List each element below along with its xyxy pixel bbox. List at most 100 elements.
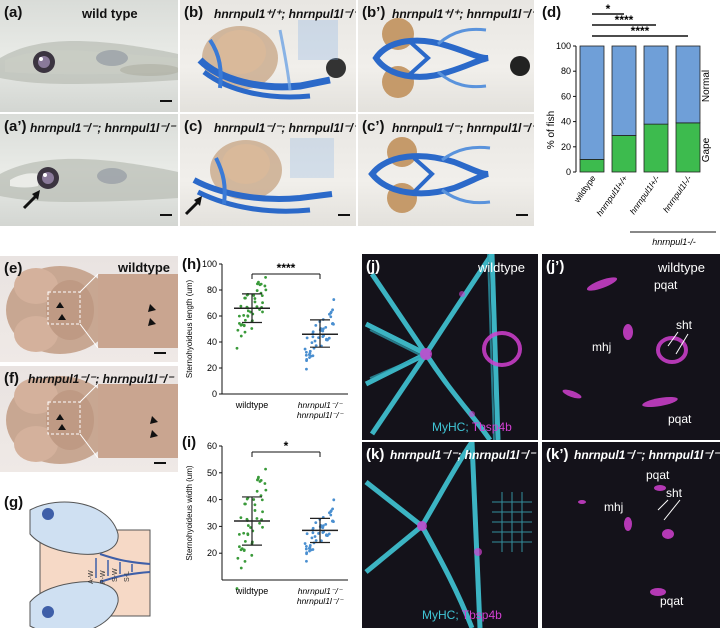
data-point [261, 525, 264, 529]
annotation-pqat-top: pqat [654, 278, 678, 292]
data-point [243, 330, 247, 334]
significance-label: * [606, 2, 611, 16]
data-point [313, 535, 317, 538]
fluorescence-tbsp4b-wildtype-image [562, 277, 689, 408]
data-point [305, 552, 308, 556]
data-point [261, 510, 264, 514]
panel-label: (j’) [546, 258, 565, 275]
panel-j-prime: (j’) wildtype pqat mhj sht pqat [542, 254, 720, 440]
data-point [314, 521, 318, 525]
legend-normal-label: Normal [701, 70, 712, 102]
y-tick-label: 50 [207, 468, 217, 478]
scale-bar [516, 214, 528, 216]
scale-bar [154, 462, 166, 464]
data-point [331, 519, 335, 523]
panel-title: hnrnpul1⁺/⁺; hnrnpul1l⁻/⁻ [214, 7, 356, 21]
bar-gape [643, 123, 669, 173]
x-tick-label: wildtype [571, 173, 598, 205]
panel-i: (i) 20 30 40 50 60 Sternohyoideus width (um) *… [180, 432, 358, 628]
data-point [243, 502, 247, 506]
scale-bar [338, 214, 350, 216]
data-point [305, 359, 308, 363]
data-point [249, 310, 252, 314]
x-tick-label: hnrnpul1l⁻/⁻ [297, 410, 345, 420]
data-point [252, 294, 256, 297]
panel-title: hnrnpul1⁺/⁺; hnrnpul1l⁻/⁻ [392, 7, 534, 21]
panel-e: (e) wildtype [0, 256, 178, 362]
annotation-sht: sht [666, 486, 683, 500]
x-tick-label: hnrnpul1l-/- [661, 173, 694, 214]
data-point [313, 339, 317, 343]
annotation-sht: sht [676, 318, 693, 332]
cartilage-lateral-mutant-image [184, 138, 334, 216]
panel-label: (g) [4, 494, 24, 511]
x-tick-label: wildtype [235, 586, 269, 596]
scale-bar [160, 100, 172, 102]
data-point [246, 524, 250, 527]
data-point [246, 533, 250, 537]
data-point [317, 532, 320, 535]
diagram-label-aw: A-W [88, 570, 95, 584]
panel-title: hnrnpul1⁻/⁻; hnrnpul1l⁻/⁻ [574, 448, 720, 462]
panel-label: (c) [184, 118, 203, 135]
bar-gape [675, 122, 701, 173]
data-point [264, 276, 267, 279]
data-point [327, 336, 331, 340]
data-point [255, 289, 259, 292]
y-axis-label: Sternohyoideus length (um) [185, 280, 194, 379]
data-point [264, 288, 268, 292]
data-point [329, 311, 333, 315]
annotation-mhj: mhj [592, 340, 612, 354]
annotation-pqat-top: pqat [646, 468, 670, 482]
data-point [332, 298, 336, 301]
data-point [304, 547, 308, 551]
data-point [253, 300, 257, 304]
data-point [331, 308, 334, 312]
data-point [303, 542, 307, 545]
panel-label: (h) [182, 256, 202, 273]
data-point [242, 548, 246, 552]
panel-a: (a) wild type [0, 0, 178, 112]
panel-d: (d) * **** **** 0 20 40 60 80 100 wildtype hnrnp… [538, 0, 720, 250]
bar-gape [611, 135, 637, 173]
data-point [242, 314, 246, 317]
data-point [239, 304, 243, 308]
panel-title: hnrnpul1⁻/⁻; hnrnpul1l⁻/⁻ [214, 121, 356, 135]
diagram-label-sl: S-L [124, 571, 131, 582]
x-tick-label: hnrnpul1⁻/⁻ [298, 586, 344, 596]
y-tick-label: 40 [561, 117, 571, 127]
y-tick-label: 30 [207, 521, 217, 531]
panel-label: (k) [366, 446, 385, 463]
data-point [259, 282, 263, 286]
data-point [260, 294, 264, 298]
annotation-mhj: mhj [604, 500, 624, 514]
data-point [327, 532, 331, 536]
data-point [243, 318, 247, 322]
panel-label: (b’) [362, 4, 386, 21]
panel-label: (c’) [362, 118, 385, 135]
significance-label: **** [631, 24, 650, 38]
stain-myhc-label: MyHC; [432, 420, 469, 434]
y-tick-label: 80 [207, 285, 217, 295]
data-point [305, 559, 308, 563]
data-point [264, 488, 268, 492]
data-point [305, 336, 309, 340]
data-point [304, 545, 308, 548]
fish-lateral-wildtype-image [0, 40, 178, 84]
data-point [237, 533, 241, 536]
significance-label: **** [615, 13, 634, 27]
data-point [314, 539, 318, 542]
data-point [240, 323, 244, 326]
panel-label: (e) [4, 260, 23, 277]
data-point [324, 325, 328, 329]
data-point [255, 517, 259, 520]
y-tick-label: 20 [207, 363, 217, 373]
data-point [236, 556, 240, 560]
data-point [242, 531, 246, 535]
data-point [246, 314, 250, 318]
data-point [331, 507, 334, 511]
data-point [259, 478, 263, 482]
cartilage-lateral-image [197, 20, 346, 100]
data-point [324, 522, 328, 526]
